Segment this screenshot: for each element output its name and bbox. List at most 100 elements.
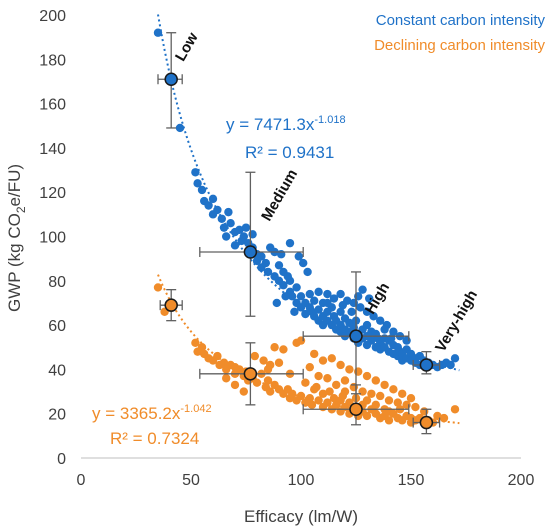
data-point-constant bbox=[153, 28, 163, 37]
data-point-constant bbox=[450, 354, 460, 363]
data-point-constant bbox=[323, 289, 332, 299]
data-point-declining bbox=[252, 378, 262, 387]
data-point-declining bbox=[235, 365, 244, 374]
data-point-declining bbox=[312, 382, 321, 392]
data-point-declining bbox=[349, 382, 358, 392]
data-point-declining bbox=[362, 371, 372, 381]
data-point-declining bbox=[325, 387, 334, 396]
data-point-declining bbox=[266, 387, 275, 396]
mean-point-declining bbox=[349, 402, 363, 417]
y-tick-label: 180 bbox=[39, 52, 66, 69]
data-point-constant bbox=[197, 185, 207, 195]
data-point-declining bbox=[358, 387, 367, 396]
data-point-constant bbox=[235, 225, 244, 235]
data-point-declining bbox=[296, 336, 306, 345]
data-point-constant bbox=[241, 223, 251, 232]
data-point-declining bbox=[259, 356, 268, 365]
data-point-declining bbox=[371, 376, 380, 385]
data-point-declining bbox=[406, 393, 416, 403]
data-point-constant bbox=[389, 327, 398, 336]
data-point-constant bbox=[224, 207, 233, 217]
data-point-declining bbox=[301, 378, 310, 387]
data-point-declining bbox=[420, 407, 429, 416]
mean-point-constant bbox=[349, 329, 363, 343]
data-point-constant bbox=[387, 334, 396, 343]
data-point-constant bbox=[367, 336, 376, 345]
data-point-constant bbox=[347, 307, 356, 317]
data-point-declining bbox=[345, 365, 354, 374]
y-tick-label: 20 bbox=[48, 407, 66, 424]
data-point-constant bbox=[402, 336, 411, 345]
data-point-declining bbox=[439, 413, 449, 423]
data-point-constant bbox=[274, 261, 284, 270]
data-point-constant bbox=[226, 219, 235, 228]
data-point-declining bbox=[263, 376, 273, 385]
data-point-constant bbox=[303, 267, 312, 277]
x-tick-label: 150 bbox=[398, 472, 425, 489]
data-point-constant bbox=[301, 309, 310, 319]
data-point-constant bbox=[248, 230, 257, 239]
data-point-constant bbox=[446, 360, 455, 370]
data-point-declining bbox=[314, 371, 323, 381]
data-point-constant bbox=[257, 252, 266, 261]
mean-point-declining bbox=[419, 415, 434, 430]
data-point-constant bbox=[208, 194, 218, 204]
data-point-constant bbox=[290, 307, 299, 317]
data-point-constant bbox=[338, 300, 347, 310]
data-point-constant bbox=[365, 294, 374, 303]
data-point-declining bbox=[332, 380, 341, 390]
data-point-constant bbox=[277, 250, 286, 259]
data-point-declining bbox=[323, 374, 332, 383]
data-point-constant bbox=[261, 258, 270, 268]
data-point-constant bbox=[204, 201, 213, 210]
mean-point-constant bbox=[243, 245, 258, 259]
data-point-declining bbox=[274, 358, 284, 367]
data-point-declining bbox=[340, 376, 350, 385]
data-point-declining bbox=[367, 389, 376, 398]
trendline-constant bbox=[157, 14, 460, 372]
data-point-declining bbox=[279, 345, 288, 354]
data-point-declining bbox=[323, 398, 332, 407]
data-point-declining bbox=[389, 385, 398, 394]
data-point-declining bbox=[362, 411, 372, 421]
mean-point-declining bbox=[164, 298, 178, 312]
data-point-constant bbox=[285, 276, 295, 285]
equation-declining-base: y = 3365.2x bbox=[92, 404, 181, 423]
x-tick-label: 200 bbox=[508, 472, 535, 489]
data-point-declining bbox=[305, 393, 314, 403]
data-point-declining bbox=[153, 283, 163, 292]
mean-point-declining bbox=[243, 367, 258, 381]
data-point-constant bbox=[299, 258, 308, 268]
data-point-constant bbox=[362, 320, 372, 330]
data-point-constant bbox=[239, 232, 248, 241]
r2-constant: R² = 0.9431 bbox=[245, 143, 334, 162]
y-tick-label: 160 bbox=[39, 97, 66, 114]
data-point-constant bbox=[296, 292, 306, 301]
data-point-declining bbox=[338, 391, 347, 401]
data-point-declining bbox=[197, 343, 207, 352]
category-label-medium: Medium bbox=[258, 166, 301, 224]
data-point-declining bbox=[314, 396, 323, 405]
data-point-declining bbox=[296, 391, 306, 401]
data-point-declining bbox=[318, 356, 328, 365]
equation-declining: y = 3365.2x-1.042 bbox=[92, 403, 212, 423]
data-point-declining bbox=[230, 380, 240, 390]
data-point-constant bbox=[230, 241, 240, 250]
data-point-declining bbox=[329, 393, 339, 403]
data-point-constant bbox=[213, 205, 222, 215]
data-point-declining bbox=[239, 387, 248, 396]
y-tick-labels: 0 20 40 60 80 100 120 140 160 180 200 bbox=[39, 8, 66, 468]
data-point-constant bbox=[279, 281, 288, 290]
data-point-declining bbox=[354, 367, 363, 376]
data-point-constant bbox=[193, 179, 202, 188]
y-tick-label: 40 bbox=[48, 362, 66, 379]
data-point-declining bbox=[398, 389, 407, 398]
y-tick-label: 0 bbox=[57, 451, 66, 468]
x-tick-label: 0 bbox=[77, 472, 86, 489]
x-tick-label: 50 bbox=[182, 472, 200, 489]
data-point-constant bbox=[305, 289, 314, 299]
data-point-declining bbox=[371, 400, 380, 410]
equation-constant-exponent: -1.018 bbox=[314, 114, 345, 126]
